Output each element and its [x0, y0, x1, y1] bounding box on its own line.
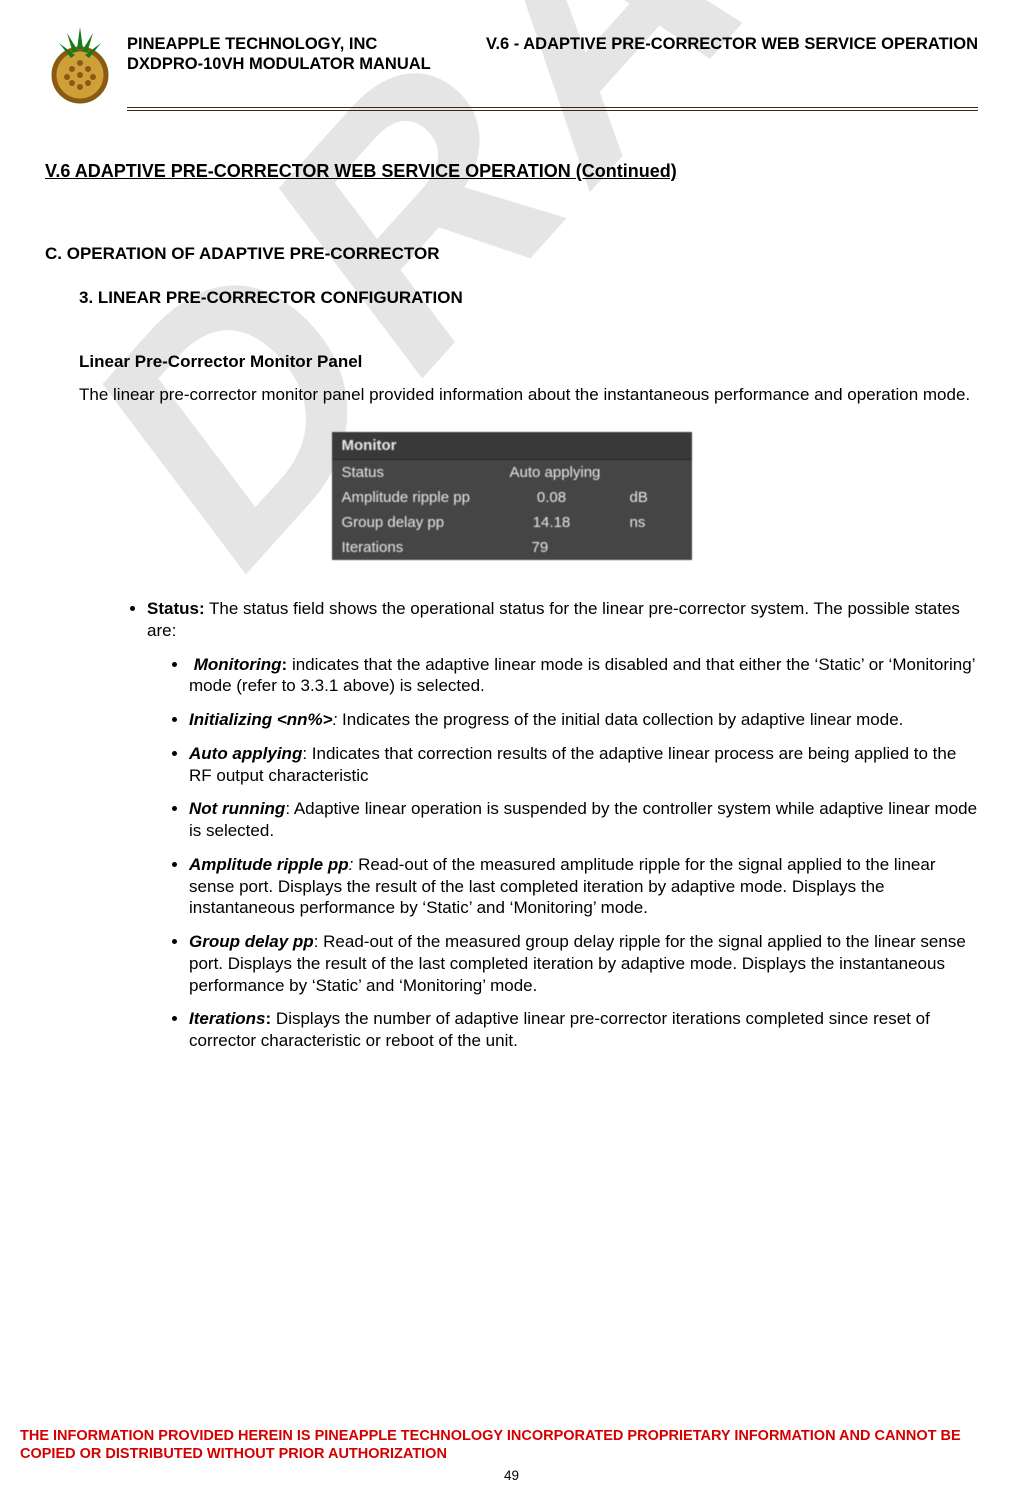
monitor-row: Iterations 79 — [332, 535, 692, 560]
section-title: V.6 ADAPTIVE PRE-CORRECTOR WEB SERVICE O… — [45, 161, 978, 182]
monitor-label: Group delay pp — [342, 514, 492, 531]
monitor-row: Amplitude ripple pp 0.08 dB — [332, 485, 692, 510]
bullet-iterations: Iterations: Displays the number of adapt… — [189, 1008, 978, 1052]
monitor-label: Amplitude ripple pp — [342, 489, 492, 506]
monitor-label: Iterations — [342, 539, 492, 556]
bullet-lead: Status: — [147, 599, 205, 618]
monitor-row: Status Auto applying — [332, 460, 692, 485]
bullet-text: Indicates the progress of the initial da… — [337, 710, 903, 729]
subsection-3: 3. LINEAR PRE-CORRECTOR CONFIGURATION — [79, 288, 978, 308]
monitor-unit — [612, 464, 682, 481]
company-logo-icon — [45, 25, 115, 105]
header-divider — [127, 107, 978, 111]
bullet-lead: Monitoring — [194, 655, 282, 674]
bullet-not-running: Not running: Adaptive linear operation i… — [189, 798, 978, 842]
bullet-lead: Not running — [189, 799, 285, 818]
monitor-unit: dB — [612, 489, 682, 506]
bullet-lead: Group delay pp — [189, 932, 314, 951]
bullet-text: Adaptive linear operation is suspended b… — [189, 799, 977, 840]
bullet-text: The status field shows the operational s… — [147, 599, 960, 640]
monitor-unit: ns — [612, 514, 682, 531]
monitor-panel: Monitor Status Auto applying Amplitude r… — [332, 432, 692, 560]
monitor-panel-title: Monitor — [332, 432, 692, 460]
monitor-value: Auto applying — [492, 464, 612, 481]
bullet-group-delay: Group delay pp: Read-out of the measured… — [189, 931, 978, 996]
bullet-monitoring: Monitoring: indicates that the adaptive … — [189, 654, 978, 698]
bullet-status: Status: The status field shows the opera… — [147, 598, 978, 1052]
bullet-lead: Initializing <nn%> — [189, 710, 333, 729]
monitor-label: Status — [342, 464, 492, 481]
page-number: 49 — [0, 1468, 1023, 1483]
monitor-value: 14.18 — [492, 514, 612, 531]
monitor-unit — [612, 539, 682, 556]
bullet-auto-applying: Auto applying: Indicates that correction… — [189, 743, 978, 787]
header-manual: DXDPRO-10VH MODULATOR MANUAL — [127, 55, 431, 75]
bullet-lead: Auto applying — [189, 744, 302, 763]
header-section-ref: V.6 - ADAPTIVE PRE-CORRECTOR WEB SERVICE… — [486, 35, 978, 75]
bullet-lead: Amplitude ripple pp — [189, 855, 349, 874]
bullet-amplitude: Amplitude ripple pp: Read-out of the mea… — [189, 854, 978, 919]
bullet-text: Displays the number of adaptive linear p… — [189, 1009, 930, 1050]
header-company: PINEAPPLE TECHNOLOGY, INC — [127, 35, 431, 55]
monitor-row: Group delay pp 14.18 ns — [332, 510, 692, 535]
bullet-initializing: Initializing <nn%>: Indicates the progre… — [189, 709, 978, 731]
bullet-lead: Iterations — [189, 1009, 266, 1028]
monitor-value: 79 — [492, 539, 612, 556]
subsection-c: C. OPERATION OF ADAPTIVE PRE-CORRECTOR — [45, 244, 978, 264]
page-header: PINEAPPLE TECHNOLOGY, INC DXDPRO-10VH MO… — [45, 25, 978, 105]
footer-proprietary-warning: THE INFORMATION PROVIDED HEREIN IS PINEA… — [20, 1427, 1003, 1463]
monitor-value: 0.08 — [492, 489, 612, 506]
panel-heading: Linear Pre-Corrector Monitor Panel — [79, 352, 978, 372]
panel-description: The linear pre-corrector monitor panel p… — [79, 384, 978, 406]
bullet-text: indicates that the adaptive linear mode … — [189, 655, 975, 696]
